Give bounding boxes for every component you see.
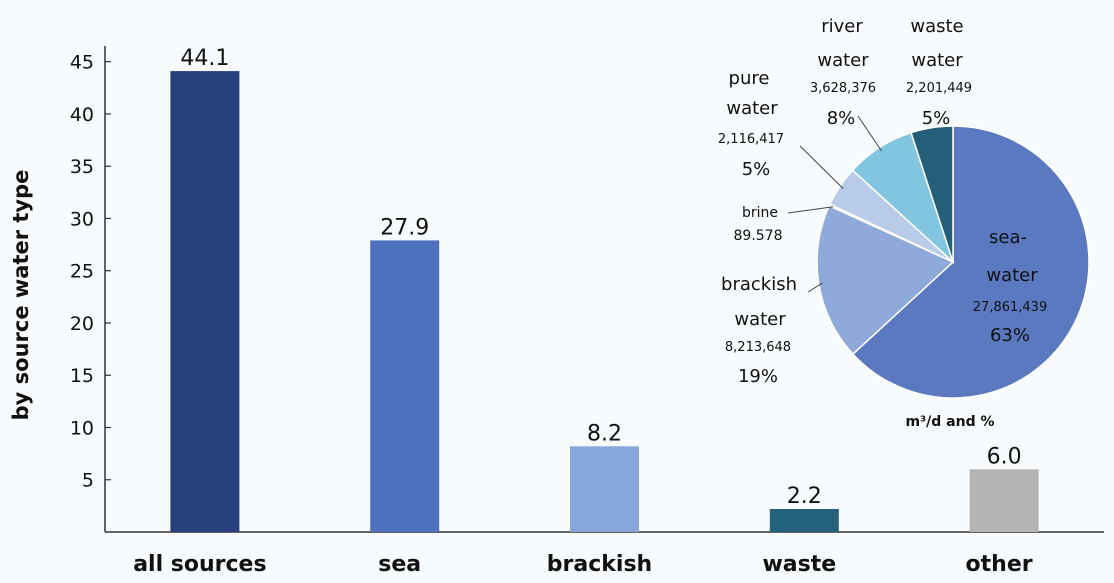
- y-tick-label: 5: [82, 470, 94, 492]
- leader-line-river-water: [857, 115, 882, 152]
- pie-label-percent: 5%: [922, 108, 951, 129]
- y-axis-title: by source water type: [9, 170, 33, 421]
- x-tick-label: all sources: [133, 552, 266, 577]
- y-tick-label: 40: [70, 104, 94, 126]
- pie-unit-label: m³/d and %: [905, 414, 994, 430]
- pie-slice-6: [910, 125, 954, 263]
- y-tick-label: 10: [70, 417, 94, 439]
- pie-label-value: 2,201,449: [906, 81, 972, 96]
- y-tick-label: 20: [70, 313, 94, 335]
- x-tick-label: brackish: [547, 552, 652, 577]
- y-tick-label: 35: [70, 156, 94, 178]
- leader-line-brackish: [807, 282, 823, 293]
- pie-label-percent: 8%: [827, 108, 856, 129]
- pie-label-name: waste: [910, 16, 963, 37]
- pie-label-name: water: [734, 309, 786, 330]
- bar-4: [769, 509, 839, 532]
- y-tick-label: 30: [70, 208, 94, 230]
- bar-1: [170, 71, 240, 533]
- leader-line-pure-water: [799, 145, 844, 189]
- pie-label-name: water: [817, 50, 869, 71]
- pie-label-name: water: [986, 265, 1038, 286]
- y-tick-label: 45: [70, 52, 94, 74]
- pie-label-name: sea-: [989, 227, 1027, 248]
- bar-2: [370, 240, 440, 532]
- leader-line-brine: [787, 206, 834, 214]
- pie-label-value: 89.578: [734, 228, 783, 244]
- x-tick-label: sea: [378, 552, 421, 577]
- bar-value-label: 27.9: [380, 215, 429, 240]
- pie-slice-1: [851, 125, 1090, 399]
- pie-label-value: 3,628,376: [810, 81, 876, 96]
- pie-slice-2: [816, 204, 955, 356]
- bar-value-label: 44.1: [180, 46, 229, 71]
- pie-label-name: brine: [742, 205, 778, 221]
- bar-3: [570, 446, 639, 532]
- pie-label-name: water: [726, 98, 778, 119]
- pie-label-name: brackish: [721, 274, 797, 295]
- bar-value-label: 8.2: [587, 421, 622, 446]
- y-tick-label: 15: [70, 365, 94, 387]
- bar-5: [969, 469, 1039, 532]
- bar-value-label: 6.0: [987, 444, 1022, 469]
- pie-label-percent: 19%: [738, 366, 778, 387]
- y-tick-label: 25: [70, 261, 94, 283]
- pie-label-name: pure: [729, 68, 770, 89]
- pie-label-name: water: [911, 50, 963, 71]
- pie-label-value: 2,116,417: [718, 132, 784, 147]
- bar-value-label: 2.2: [787, 484, 822, 509]
- pie-label-value: 8,213,648: [725, 340, 791, 355]
- pie-label-name: river: [821, 16, 863, 37]
- pie-label-percent: 5%: [742, 159, 771, 180]
- pie-label-value: 27,861,439: [973, 300, 1047, 315]
- x-tick-label: other: [966, 552, 1033, 577]
- pie-label-percent: 63%: [990, 325, 1030, 346]
- x-tick-label: waste: [762, 552, 836, 577]
